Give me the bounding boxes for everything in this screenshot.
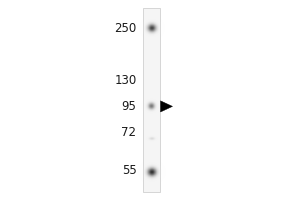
Text: 55: 55 — [122, 164, 136, 178]
Bar — [143, 8, 160, 192]
Text: 250: 250 — [114, 22, 136, 36]
Polygon shape — [160, 101, 172, 112]
Text: 72: 72 — [122, 127, 136, 140]
Text: 95: 95 — [122, 100, 136, 114]
Text: 130: 130 — [114, 74, 136, 88]
